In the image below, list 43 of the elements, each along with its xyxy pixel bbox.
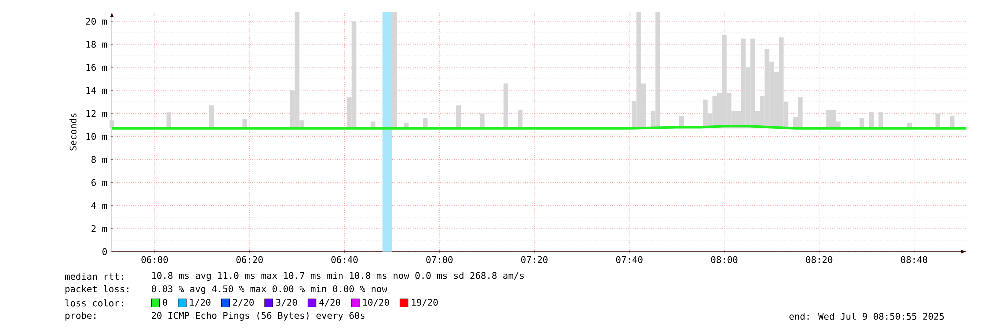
bar xyxy=(518,110,523,129)
x-tick-label: 06:40 xyxy=(332,256,358,264)
y-tick-label: 20 m xyxy=(86,18,108,26)
text: 0.03 % avg 4.50 % max 0.00 % min 0.00 % now xyxy=(152,286,388,294)
bar xyxy=(456,106,462,129)
y-tick-label: 12 m xyxy=(86,110,108,118)
y-tick-label: 2 m xyxy=(92,226,108,232)
x-tick-label: 07:40 xyxy=(616,256,643,264)
x-tick-label: 08:00 xyxy=(711,256,738,264)
x-tick-label: 06:20 xyxy=(236,256,263,264)
x-tick-label: 07:20 xyxy=(521,256,548,264)
legend-label: 4/20 xyxy=(320,299,340,307)
bar xyxy=(392,12,397,129)
y-tick-label: 16 m xyxy=(86,64,108,72)
legend-label: 10/20 xyxy=(363,299,390,307)
y-tick-label: 10 m xyxy=(86,133,108,140)
x-tick-label: 08:40 xyxy=(901,256,928,264)
text: 10.8 ms avg 11.0 ms max 10.7 ms min 10.8 ms now 0.0 ms sd 268.8 am/s xyxy=(152,272,524,282)
bar xyxy=(209,106,214,129)
y-tick-label: 4 m xyxy=(92,202,108,210)
legend-label: 0 xyxy=(163,299,168,306)
text: probe: xyxy=(66,312,96,321)
text: 20 ICMP Echo Pings (56 Bytes) every 60s xyxy=(152,312,365,322)
text: end: Wed Jul 9 08:50:55 2025 xyxy=(790,313,944,320)
legend-label: 2/20 xyxy=(233,299,254,307)
x-tick-label: 06:00 xyxy=(142,256,168,264)
y-axis-title: Seconds xyxy=(70,114,77,151)
y-tick-label: 8 m xyxy=(92,156,108,164)
legend-label: 19/20 xyxy=(412,299,438,307)
text: median rtt: xyxy=(65,273,124,280)
bar xyxy=(480,114,485,129)
y-tick-label: 14 m xyxy=(86,87,108,94)
x-tick-label: 07:00 xyxy=(426,256,453,264)
x-tick-label: 08:20 xyxy=(806,256,833,264)
y-tick-label: 6 m xyxy=(92,179,108,186)
y-tick-label: 0 xyxy=(102,248,108,256)
legend-label: 3/20 xyxy=(276,299,298,307)
legend-label: 1/20 xyxy=(190,299,211,307)
text: packet loss: xyxy=(66,286,129,294)
bar xyxy=(504,84,509,129)
bar xyxy=(936,114,940,129)
legend-title: loss color: xyxy=(66,300,124,307)
y-tick-label: 18 m xyxy=(86,41,108,48)
